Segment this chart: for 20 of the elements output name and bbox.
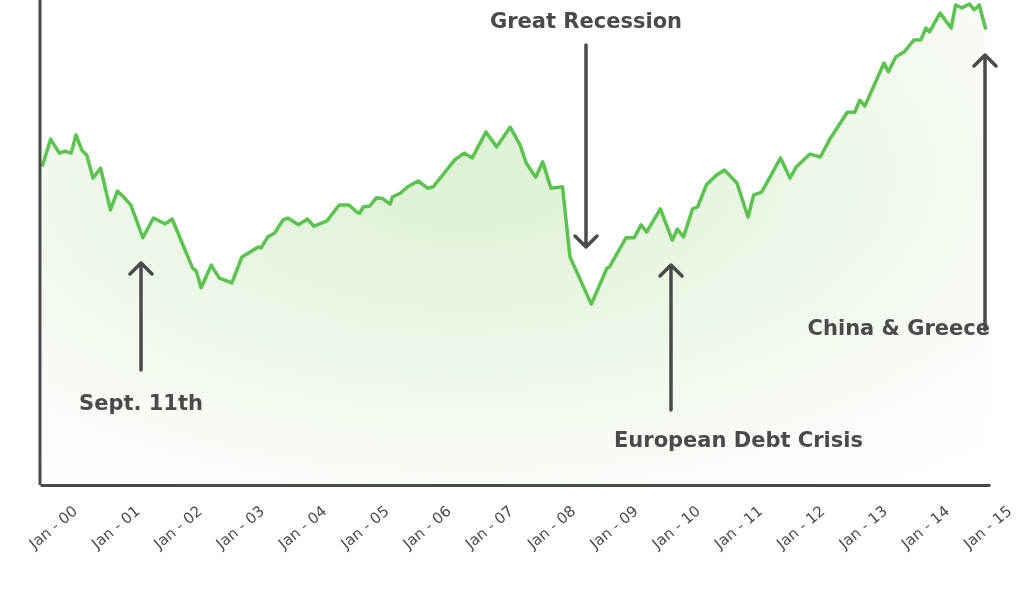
- x-tick-label: Jan - 02: [149, 501, 206, 554]
- x-tick-label: Jan - 06: [398, 501, 455, 554]
- x-tick-label: Jan - 07: [460, 501, 517, 554]
- x-tick-label: Jan - 09: [585, 501, 642, 554]
- x-tick-label: Jan - 04: [273, 501, 331, 554]
- x-tick-label: Jan - 15: [959, 501, 1016, 554]
- x-tick-label: Jan - 08: [523, 501, 580, 554]
- x-tick-label: Jan - 05: [336, 501, 393, 554]
- annotation: European Debt Crisis: [614, 428, 864, 452]
- x-tick-label: Jan - 12: [772, 501, 829, 554]
- x-tick-label: Jan - 10: [647, 501, 704, 554]
- annotation: China & Greece: [807, 316, 990, 340]
- x-tick-label: Jan - 13: [834, 501, 891, 554]
- x-tick-label: Jan - 03: [211, 501, 268, 554]
- x-tick-label: Jan - 00: [24, 501, 81, 554]
- x-tick-label: Jan - 14: [896, 501, 954, 554]
- x-tick-label: Jan - 01: [87, 501, 144, 554]
- x-tick-label: Jan - 11: [710, 501, 767, 554]
- annotation: Sept. 11th: [79, 391, 203, 415]
- annotation: Great Recession: [489, 9, 683, 33]
